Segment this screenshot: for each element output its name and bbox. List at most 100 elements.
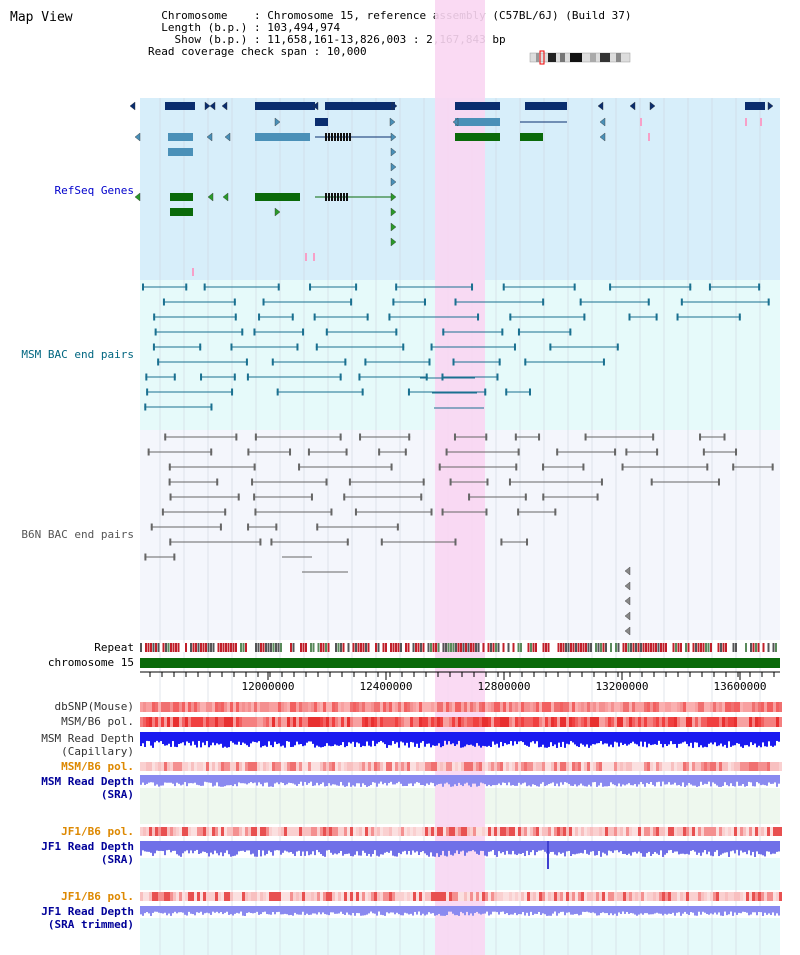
depth-bar — [656, 841, 658, 854]
pol-cell — [422, 762, 425, 771]
pol-cell — [458, 827, 461, 836]
pol-cell — [224, 827, 227, 836]
depth-bar — [736, 841, 738, 850]
repeat-block — [445, 643, 447, 652]
depth-bar — [268, 906, 270, 915]
pol-cell — [470, 892, 473, 901]
bac-end — [144, 553, 147, 561]
depth-bar — [592, 775, 594, 783]
depth-bar — [466, 906, 468, 912]
depth-bar — [242, 775, 244, 784]
depth-bar — [232, 732, 234, 743]
pol-cell — [641, 762, 644, 771]
depth-bar — [736, 732, 738, 744]
depth-bar — [354, 732, 356, 747]
bac-end — [364, 358, 367, 366]
dbsnp-cell — [620, 702, 623, 712]
bac-end — [168, 478, 171, 486]
gene-exon — [455, 102, 500, 110]
dbsnp-cell — [245, 702, 248, 712]
depth-bar — [246, 775, 248, 785]
b6n-bac-track-label[interactable]: B6N BAC end pairs — [21, 528, 134, 541]
dbsnp-cell — [395, 702, 398, 712]
bac-end — [162, 298, 165, 306]
depth-bar — [438, 732, 440, 744]
depth-bar — [538, 841, 540, 851]
depth-bar — [306, 775, 308, 785]
depth-bar — [250, 906, 252, 913]
depth-bar — [302, 906, 304, 912]
depth-bar — [476, 906, 478, 912]
pol-cell — [725, 762, 728, 771]
pol-cell — [668, 892, 671, 901]
bac-end — [583, 313, 586, 321]
bac-end — [359, 433, 362, 441]
pol-cell — [317, 762, 320, 771]
pol-cell — [758, 827, 761, 836]
chromosome-ideogram[interactable] — [529, 50, 631, 65]
dbsnp-cell — [440, 702, 443, 712]
pol-cell — [482, 717, 485, 727]
dbsnp-cell — [308, 702, 311, 712]
repeat-block — [645, 643, 647, 652]
depth-bar — [644, 775, 646, 787]
depth-bar — [454, 775, 456, 785]
depth-bar — [742, 841, 744, 853]
pol-cell — [305, 762, 308, 771]
pol-cell — [659, 717, 662, 727]
pol-cell — [509, 827, 512, 836]
depth-bar — [772, 775, 774, 784]
depth-bar — [332, 841, 334, 855]
pol-cell — [725, 717, 728, 727]
pol-cell — [707, 762, 710, 771]
pol-cell — [392, 827, 395, 836]
pol-cell — [317, 827, 320, 836]
repeat-block — [752, 643, 755, 652]
depth-bar — [486, 841, 488, 857]
depth-bar — [622, 906, 624, 912]
depth-bar — [288, 775, 290, 783]
pol-cell — [590, 762, 593, 771]
pol-cell — [626, 892, 629, 901]
pol-cell — [305, 827, 308, 836]
depth-bar — [730, 841, 732, 852]
depth-bar — [584, 775, 586, 787]
depth-bar — [778, 775, 780, 784]
bac-end — [609, 283, 612, 291]
jf1-depth-trim-label: JF1 Read Depth (SRA trimmed) — [41, 905, 134, 931]
depth-bar — [208, 841, 210, 857]
depth-bar — [328, 906, 330, 916]
pol-cell — [239, 762, 242, 771]
depth-bar — [706, 906, 708, 914]
pol-cell — [161, 717, 164, 727]
depth-bar — [474, 732, 476, 747]
depth-bar — [458, 841, 460, 854]
depth-bar — [680, 906, 682, 916]
depth-bar — [746, 775, 748, 786]
pol-cell — [236, 827, 239, 836]
depth-bar — [728, 906, 730, 915]
depth-bar — [652, 906, 654, 915]
pol-cell — [299, 717, 302, 727]
gene-exon — [343, 193, 345, 201]
msm-bac-track-label[interactable]: MSM BAC end pairs — [21, 348, 134, 361]
refseq-track-label[interactable]: RefSeq Genes — [54, 184, 134, 197]
depth-bar — [178, 906, 180, 913]
bac-end — [233, 373, 236, 381]
pol-cell — [617, 762, 620, 771]
pol-cell — [737, 762, 740, 771]
dbsnp-cell — [176, 702, 179, 712]
depth-bar — [258, 775, 260, 783]
bac-end — [395, 283, 398, 291]
pol-cell — [488, 762, 491, 771]
depth-bar — [356, 732, 358, 743]
repeat-block — [470, 643, 472, 652]
depth-bar — [156, 732, 158, 741]
pol-cell — [335, 717, 338, 727]
pol-cell — [332, 762, 335, 771]
depth-bar — [668, 906, 670, 914]
depth-bar — [768, 732, 770, 742]
depth-bar — [318, 775, 320, 786]
pol-cell — [446, 892, 449, 901]
bac-end — [164, 433, 167, 441]
